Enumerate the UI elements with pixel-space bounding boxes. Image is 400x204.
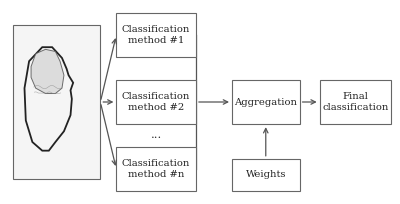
FancyBboxPatch shape <box>116 13 196 57</box>
FancyBboxPatch shape <box>13 25 100 179</box>
Text: Aggregation: Aggregation <box>234 98 297 106</box>
Text: ...: ... <box>150 130 162 140</box>
FancyBboxPatch shape <box>232 159 300 191</box>
FancyBboxPatch shape <box>116 147 196 191</box>
Text: Final
classification: Final classification <box>322 92 389 112</box>
Text: Classification
method #n: Classification method #n <box>122 159 190 179</box>
FancyBboxPatch shape <box>116 80 196 124</box>
FancyBboxPatch shape <box>320 80 391 124</box>
PathPatch shape <box>31 49 64 93</box>
Text: Classification
method #2: Classification method #2 <box>122 92 190 112</box>
Text: Classification
method #1: Classification method #1 <box>122 25 190 45</box>
Text: Weights: Weights <box>246 170 286 180</box>
FancyBboxPatch shape <box>232 80 300 124</box>
